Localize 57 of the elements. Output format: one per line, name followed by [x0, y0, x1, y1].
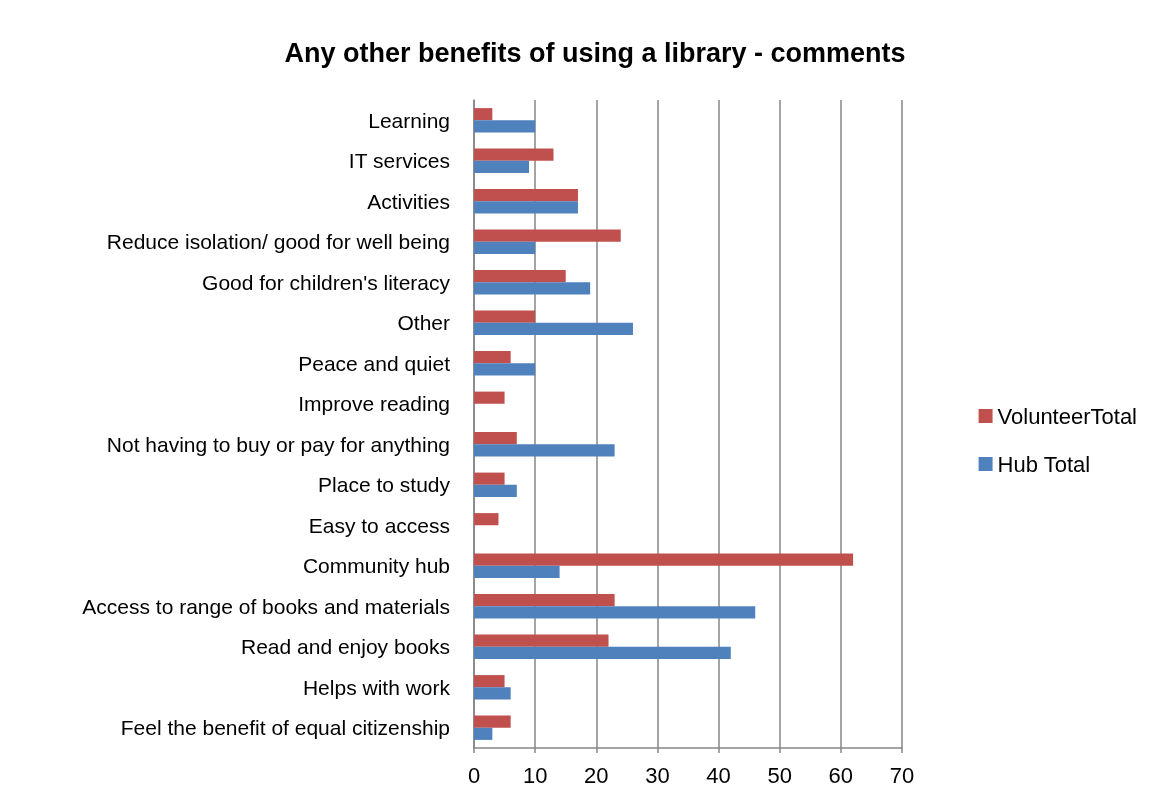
- y-tick-label: Helps with work: [302, 675, 451, 699]
- bar: [474, 715, 511, 728]
- bar: [474, 646, 731, 659]
- bar: [474, 201, 578, 214]
- y-tick-label: Other: [397, 311, 450, 335]
- bar: [474, 391, 505, 404]
- bar: [474, 675, 505, 688]
- legend-label: VolunteerTotal: [997, 403, 1137, 429]
- bar: [474, 282, 591, 295]
- bar: [474, 189, 578, 202]
- bar: [474, 513, 499, 526]
- y-tick-label: Access to range of books and materials: [82, 594, 450, 618]
- legend-label: Hub Total: [997, 451, 1091, 477]
- y-tick-label: Learning: [368, 108, 450, 132]
- bar: [474, 322, 633, 335]
- bar: [474, 606, 756, 619]
- y-tick-label: Community hub: [302, 554, 450, 578]
- bar: [474, 241, 536, 254]
- y-tick-label: Activities: [367, 189, 450, 213]
- x-tick-label: 10: [522, 762, 548, 788]
- x-tick-label: 0: [467, 762, 481, 788]
- bar: [474, 565, 560, 578]
- bar: [474, 363, 536, 376]
- x-tick-label: 60: [828, 762, 854, 788]
- y-tick-label: Feel the benefit of equal citizenship: [120, 716, 450, 740]
- y-tick-label: Good for children's literacy: [202, 270, 451, 294]
- bar: [474, 351, 511, 364]
- bar: [474, 270, 566, 283]
- y-tick-label: Not having to buy or pay for anything: [106, 432, 450, 456]
- bar: [474, 472, 505, 485]
- y-tick-label: IT services: [348, 149, 450, 173]
- bar: [474, 687, 511, 700]
- y-tick-label: Place to study: [318, 473, 451, 497]
- bar: [474, 634, 609, 647]
- bar: [474, 148, 554, 161]
- bar: [474, 484, 517, 497]
- y-tick-label: Reduce isolation/ good for well being: [106, 230, 450, 254]
- bar: [474, 444, 615, 457]
- x-tick-label: 40: [706, 762, 731, 788]
- bar: [474, 108, 493, 121]
- x-tick-label: 70: [889, 762, 915, 788]
- bar: [474, 160, 530, 173]
- bar: [474, 553, 854, 566]
- bar: [474, 310, 536, 323]
- y-tick-label: Improve reading: [298, 392, 450, 416]
- x-tick-label: 30: [645, 762, 670, 788]
- bar: [474, 432, 517, 445]
- x-tick-label: 50: [767, 762, 792, 788]
- bar: [474, 594, 615, 607]
- y-tick-label: Easy to access: [308, 513, 450, 537]
- x-tick-label: 20: [584, 762, 609, 788]
- y-tick-label: Peace and quiet: [298, 351, 451, 375]
- bar: [474, 727, 493, 740]
- bar: [474, 120, 536, 133]
- bar: [474, 229, 621, 242]
- y-tick-label: Read and enjoy books: [241, 635, 450, 659]
- chart-title: Any other benefits of using a library - comments: [284, 37, 906, 68]
